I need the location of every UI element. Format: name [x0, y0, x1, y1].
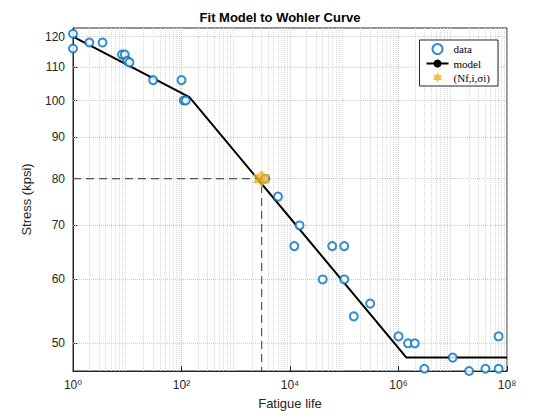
svg-text:80: 80 — [52, 172, 66, 186]
svg-text:60: 60 — [52, 272, 66, 286]
svg-text:50: 50 — [52, 336, 66, 350]
svg-text:Stress (kpsi): Stress (kpsi) — [19, 163, 34, 235]
svg-text:110: 110 — [46, 60, 65, 74]
svg-text:10²: 10² — [173, 378, 190, 392]
svg-text:data: data — [454, 43, 472, 55]
svg-text:100: 100 — [45, 94, 65, 108]
svg-text:90: 90 — [52, 130, 66, 144]
svg-text:70: 70 — [52, 218, 66, 232]
svg-text:10⁴: 10⁴ — [281, 378, 300, 392]
svg-text:10⁰: 10⁰ — [64, 378, 82, 392]
svg-text:Fit Model to Wohler Curve: Fit Model to Wohler Curve — [200, 10, 361, 25]
svg-text:10⁸: 10⁸ — [498, 378, 516, 392]
svg-text:(Nf,i,σi): (Nf,i,σi) — [454, 72, 491, 85]
svg-text:Fatigue life: Fatigue life — [258, 396, 322, 411]
svg-text:10⁶: 10⁶ — [389, 378, 407, 392]
svg-text:model: model — [454, 58, 482, 70]
svg-text:120: 120 — [45, 30, 65, 44]
